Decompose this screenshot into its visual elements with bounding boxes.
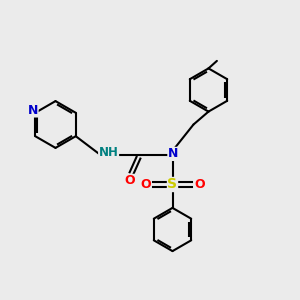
- Text: S: S: [167, 178, 178, 191]
- Text: O: O: [140, 178, 151, 191]
- Text: O: O: [124, 174, 135, 188]
- Text: O: O: [194, 178, 205, 191]
- Text: NH: NH: [99, 146, 118, 159]
- Text: N: N: [168, 147, 178, 161]
- Text: N: N: [28, 104, 38, 117]
